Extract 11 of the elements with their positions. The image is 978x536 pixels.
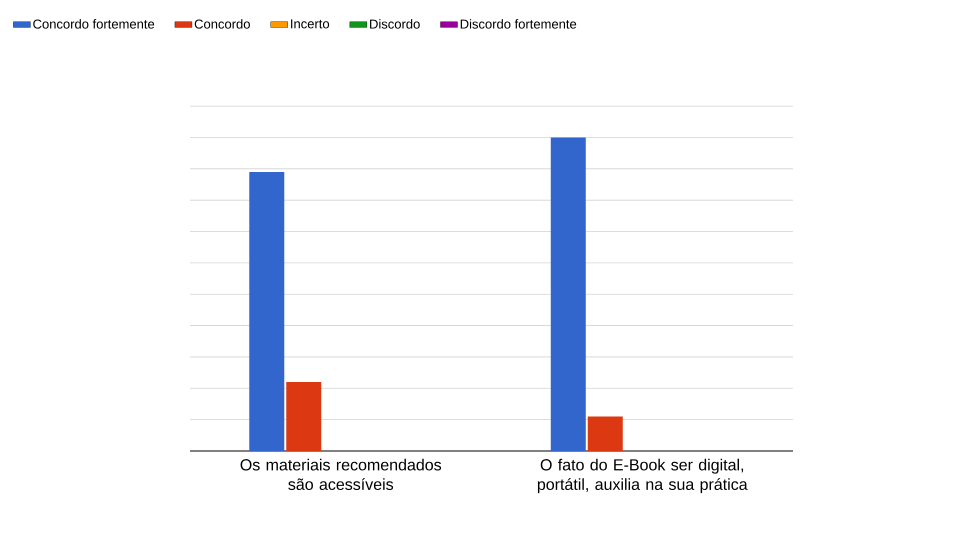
legend-label: Concordo — [194, 19, 250, 29]
x-tick-label: O fato do E-Book ser digital, portátil, auxilia na sua prática — [538, 458, 748, 494]
bar — [249, 172, 284, 451]
legend-label: Discordo — [370, 19, 420, 29]
legend-label: Incerto — [291, 19, 330, 28]
bar — [588, 416, 623, 451]
legend-label: Discordo fortemente — [460, 19, 576, 29]
bar — [286, 382, 322, 451]
x-tick-label: Os materiais recomendados são acessíveis — [240, 458, 442, 490]
legend-label: Concordo fortemente — [33, 19, 154, 29]
bar — [550, 137, 586, 451]
